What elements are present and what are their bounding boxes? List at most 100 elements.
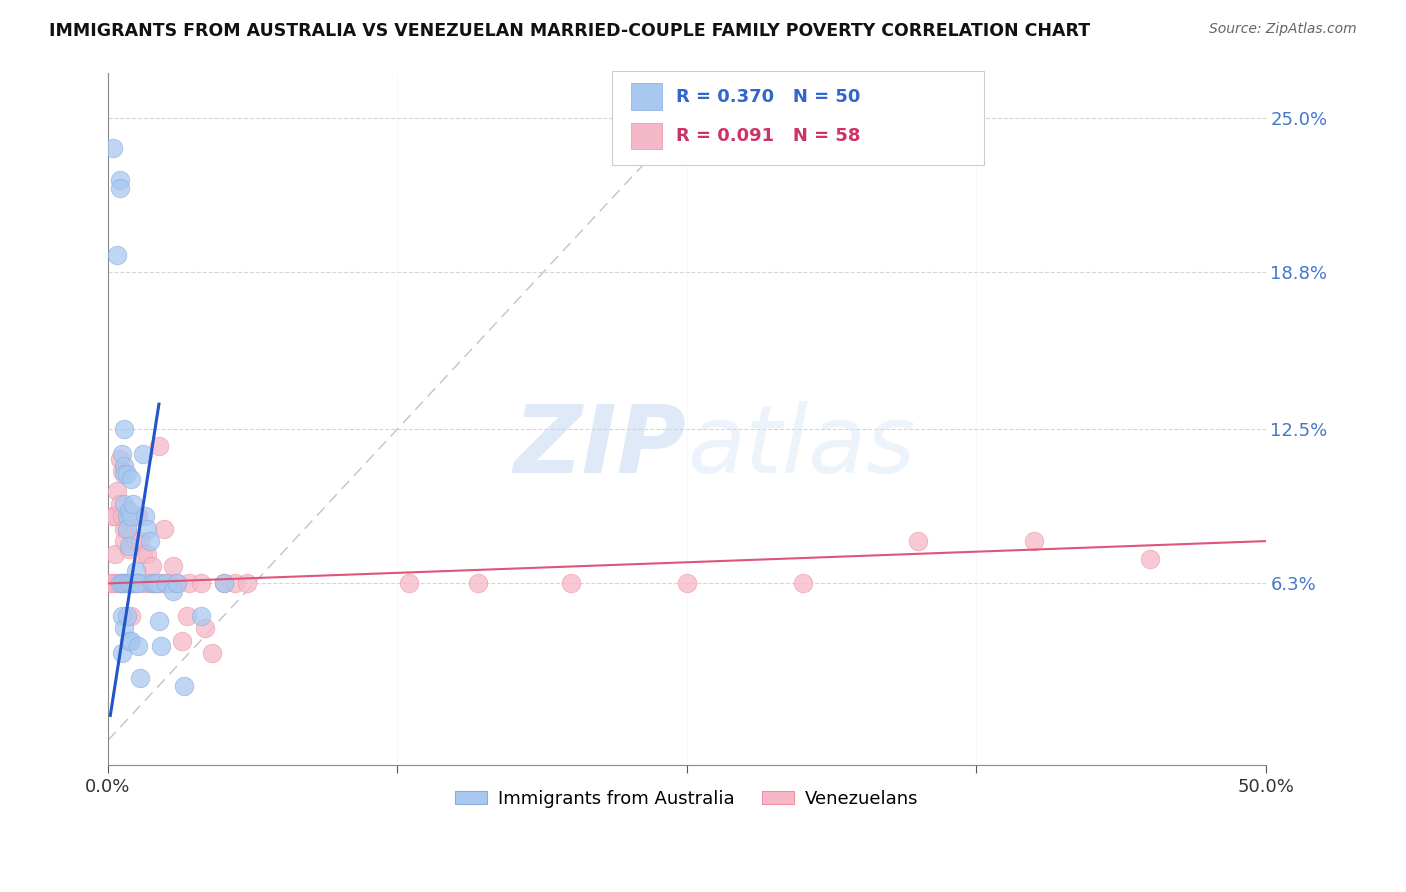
Point bbox=[112, 422, 135, 436]
Point bbox=[170, 633, 193, 648]
Text: IMMIGRANTS FROM AUSTRALIA VS VENEZUELAN MARRIED-COUPLE FAMILY POVERTY CORRELATIO: IMMIGRANTS FROM AUSTRALIA VS VENEZUELAN … bbox=[49, 22, 1090, 40]
Point bbox=[159, 576, 181, 591]
Point bbox=[155, 576, 177, 591]
Point bbox=[120, 576, 142, 591]
Point bbox=[148, 440, 170, 454]
Point bbox=[115, 576, 138, 591]
Point bbox=[190, 608, 212, 623]
Point bbox=[115, 467, 138, 481]
Point bbox=[115, 522, 138, 536]
Point bbox=[111, 576, 134, 591]
Point bbox=[1022, 534, 1045, 549]
Point bbox=[150, 639, 173, 653]
Point bbox=[120, 509, 142, 524]
Point bbox=[108, 451, 131, 466]
Point bbox=[105, 484, 128, 499]
Point bbox=[112, 534, 135, 549]
Point bbox=[111, 509, 134, 524]
Point bbox=[166, 576, 188, 591]
Point bbox=[136, 547, 159, 561]
Point bbox=[138, 576, 160, 591]
Point bbox=[127, 509, 149, 524]
Point bbox=[118, 504, 141, 518]
Point bbox=[162, 559, 184, 574]
Point bbox=[134, 509, 156, 524]
Point bbox=[118, 576, 141, 591]
Point bbox=[173, 679, 195, 693]
Point bbox=[1139, 551, 1161, 566]
Point bbox=[560, 576, 582, 591]
Point bbox=[792, 576, 814, 591]
Point bbox=[112, 576, 135, 591]
Point bbox=[101, 576, 124, 591]
Point bbox=[101, 509, 124, 524]
Point bbox=[132, 447, 155, 461]
Point bbox=[176, 608, 198, 623]
Text: atlas: atlas bbox=[686, 401, 915, 492]
Point bbox=[141, 559, 163, 574]
Point bbox=[125, 576, 148, 591]
Point bbox=[129, 671, 152, 685]
Text: R = 0.370   N = 50: R = 0.370 N = 50 bbox=[676, 87, 860, 106]
Point bbox=[212, 576, 235, 591]
Point bbox=[118, 633, 141, 648]
Point bbox=[105, 576, 128, 591]
Text: ZIP: ZIP bbox=[515, 401, 686, 492]
Text: R = 0.091   N = 58: R = 0.091 N = 58 bbox=[676, 128, 860, 145]
Point bbox=[907, 534, 929, 549]
Point bbox=[127, 576, 149, 591]
Point bbox=[108, 173, 131, 187]
Point bbox=[143, 576, 166, 591]
Point bbox=[129, 534, 152, 549]
Point bbox=[141, 576, 163, 591]
Point bbox=[125, 564, 148, 578]
Point bbox=[115, 576, 138, 591]
Point bbox=[125, 509, 148, 524]
Point bbox=[145, 576, 167, 591]
Text: Source: ZipAtlas.com: Source: ZipAtlas.com bbox=[1209, 22, 1357, 37]
Point bbox=[108, 180, 131, 194]
Point bbox=[177, 576, 200, 591]
Point bbox=[194, 621, 217, 635]
Point bbox=[120, 608, 142, 623]
Point bbox=[111, 447, 134, 461]
Point bbox=[118, 576, 141, 591]
Point bbox=[105, 248, 128, 262]
Point bbox=[108, 497, 131, 511]
Point bbox=[104, 509, 127, 524]
Point bbox=[112, 621, 135, 635]
Point bbox=[112, 467, 135, 481]
Point bbox=[112, 459, 135, 474]
Point bbox=[115, 522, 138, 536]
Point bbox=[115, 608, 138, 623]
Point bbox=[118, 539, 141, 553]
Point bbox=[398, 576, 420, 591]
Point bbox=[236, 576, 259, 591]
Point bbox=[138, 534, 160, 549]
Legend: Immigrants from Australia, Venezuelans: Immigrants from Australia, Venezuelans bbox=[447, 782, 927, 815]
Point bbox=[101, 141, 124, 155]
Point bbox=[129, 576, 152, 591]
Point bbox=[134, 576, 156, 591]
Point bbox=[118, 541, 141, 556]
Point bbox=[127, 639, 149, 653]
Point bbox=[122, 497, 145, 511]
Point bbox=[150, 576, 173, 591]
Point bbox=[162, 583, 184, 598]
Point bbox=[166, 576, 188, 591]
Point bbox=[148, 614, 170, 628]
Point bbox=[122, 576, 145, 591]
Point bbox=[108, 576, 131, 591]
Point bbox=[155, 576, 177, 591]
Point bbox=[111, 464, 134, 478]
Point bbox=[143, 576, 166, 591]
Point bbox=[125, 534, 148, 549]
Point bbox=[108, 576, 131, 591]
Point bbox=[111, 646, 134, 660]
Point bbox=[111, 608, 134, 623]
Point bbox=[120, 576, 142, 591]
Point bbox=[675, 576, 697, 591]
Point bbox=[152, 522, 174, 536]
Point bbox=[112, 576, 135, 591]
Point bbox=[120, 633, 142, 648]
